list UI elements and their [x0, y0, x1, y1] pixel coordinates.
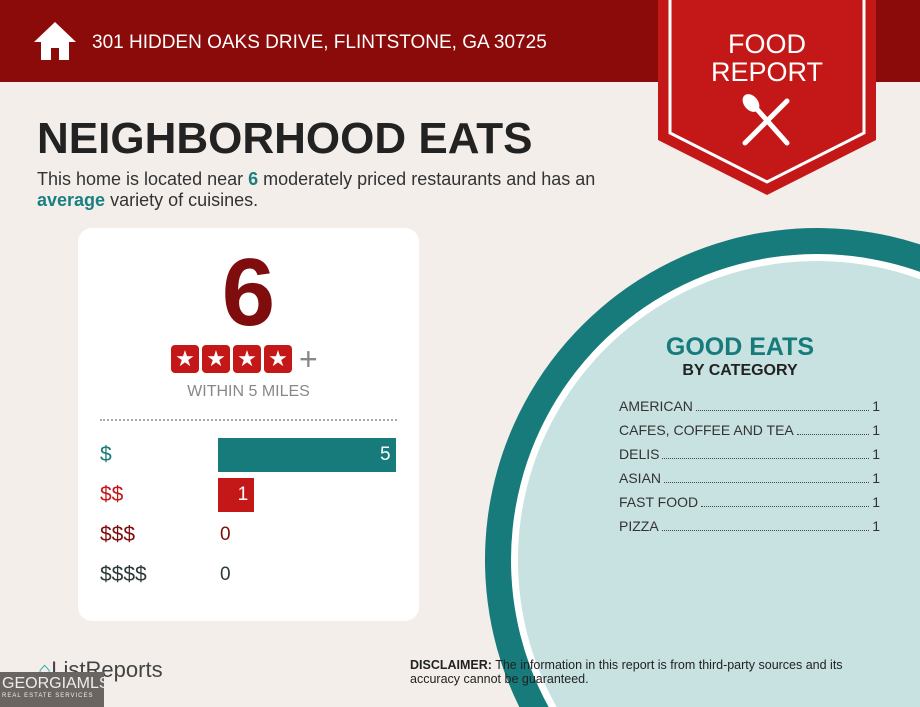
disclaimer: DISCLAIMER: The information in this repo… — [410, 658, 843, 686]
price-row: $$$ 0 — [100, 518, 400, 552]
badge-line1: FOOD — [728, 29, 806, 59]
star-icon: ★ — [233, 345, 261, 373]
star-icon: ★ — [264, 345, 292, 373]
category-count: 1 — [872, 422, 880, 438]
category-name: DELIS — [619, 446, 660, 462]
category-item: DELIS 1 — [619, 446, 880, 462]
star-icon: ★ — [171, 345, 199, 373]
home-icon — [34, 22, 76, 60]
food-report-badge: FOOD REPORT — [658, 0, 876, 195]
category-name: PIZZA — [619, 518, 659, 534]
price-count: 1 — [237, 484, 249, 505]
category-name: FAST FOOD — [619, 494, 699, 510]
category-name: ASIAN — [619, 470, 662, 486]
price-bar — [218, 438, 396, 472]
category-item: ASIAN 1 — [619, 470, 880, 486]
page-title: NEIGHBORHOOD EATS — [37, 114, 533, 163]
category-item: PIZZA 1 — [619, 518, 880, 534]
category-count: 1 — [872, 494, 880, 510]
category-item: FAST FOOD 1 — [619, 494, 880, 510]
price-count: 5 — [380, 444, 391, 465]
total-count: 6 — [221, 239, 276, 346]
badge-line2: REPORT — [710, 57, 824, 87]
star-icon: ★ — [202, 345, 230, 373]
restaurant-count-card: 6 ★ ★ ★ ★ + WITHIN 5 MILES $5 $$ 1 $$$ 0 $$$$ 0 — [78, 228, 419, 621]
price-row: $$ 1 — [100, 478, 400, 512]
category-count: 1 — [872, 518, 880, 534]
category-item: AMERICAN 1 — [619, 398, 880, 414]
summary-text: This home is located near 6 moderately p… — [37, 169, 596, 210]
price-label: $$ — [100, 483, 124, 506]
category-count: 1 — [872, 470, 880, 486]
category-count: 1 — [872, 398, 880, 414]
category-count: 1 — [872, 446, 880, 462]
price-count: 0 — [220, 524, 231, 545]
good-eats-title: GOOD EATS — [665, 333, 815, 361]
good-eats-subtitle: BY CATEGORY — [682, 362, 798, 379]
good-eats-panel: GOOD EATS BY CATEGORY AMERICAN 1 CAFES, CO… — [600, 333, 880, 542]
address: 301 HIDDEN OAKS DRIVE, FLINTSTONE, GA 30… — [92, 32, 547, 53]
radius-label: WITHIN 5 MILES — [187, 383, 310, 400]
price-row: $$$$ 0 — [100, 558, 400, 592]
rating-stars: ★ ★ ★ ★ + — [171, 341, 318, 377]
price-row: $5 — [100, 438, 400, 472]
category-name: CAFES, COFFEE AND TEA — [619, 422, 794, 438]
category-name: AMERICAN — [619, 398, 693, 414]
price-bar — [218, 478, 254, 512]
georgiamls-watermark: GEORGIAMLS REAL ESTATE SERVICES — [0, 672, 110, 707]
fork-knife-icon — [742, 94, 790, 146]
rating-plus: + — [299, 341, 318, 377]
plate-center — [517, 260, 920, 707]
price-count: 0 — [220, 564, 231, 585]
price-label: $$$$ — [100, 563, 147, 586]
price-label: $ — [100, 443, 112, 466]
price-label: $$$ — [100, 523, 136, 546]
category-item: CAFES, COFFEE AND TEA 1 — [619, 422, 880, 438]
divider — [100, 419, 397, 421]
